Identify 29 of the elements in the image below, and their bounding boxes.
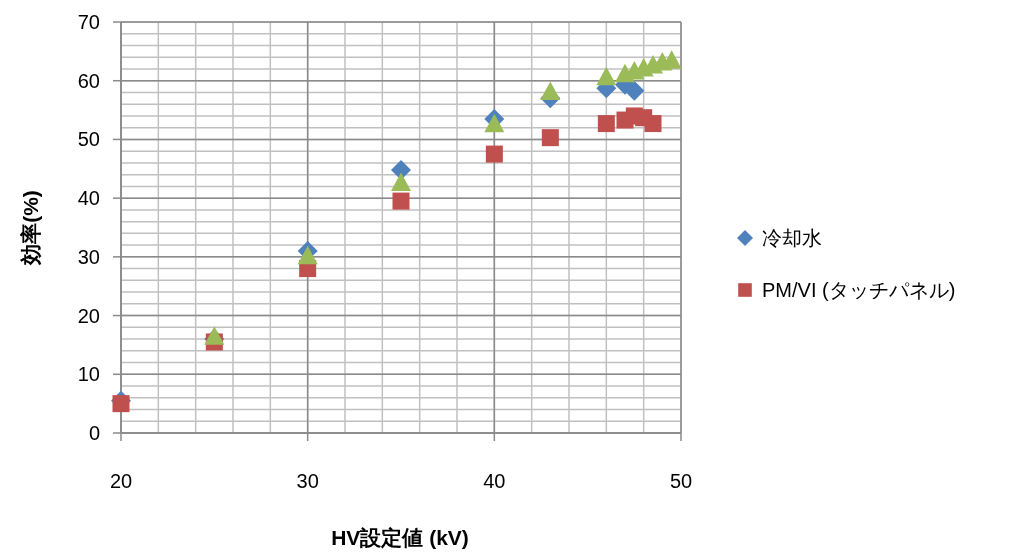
point [392,192,410,210]
y-tick-label: 60 [77,69,100,92]
point [624,80,645,101]
x-tick-label: 20 [109,470,133,492]
y-tick-label: 0 [88,422,100,444]
x-axis-title: HV設定値 (kV) [331,526,469,549]
x-tick-label: 40 [483,470,506,492]
point [540,81,561,100]
y-tick-label: 10 [77,363,100,386]
x-tick-label: 50 [669,470,693,492]
y-tick-label: 20 [77,304,100,327]
point [391,172,411,191]
point [204,326,225,345]
point [484,113,505,133]
point [112,395,130,413]
point [297,245,318,265]
point [541,129,559,147]
y-tick-label: 50 [77,128,100,151]
legend-label: 冷却水 [762,227,822,249]
point [597,115,615,133]
point [485,145,503,163]
y-tick-label: 40 [77,187,100,210]
y-tick-label: 30 [77,245,100,268]
point [644,115,662,133]
point [596,66,617,86]
y-tick-label: 70 [77,11,100,33]
x-tick-label: 30 [296,470,319,492]
y-axis-title: 効率(%) [19,190,42,266]
legend-label: PM/VI (タッチパネル) [762,279,956,301]
